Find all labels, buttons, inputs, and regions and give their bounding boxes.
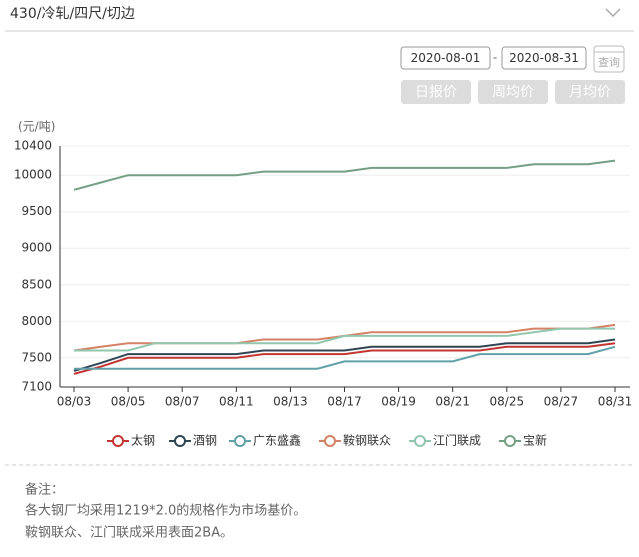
legend-label: 酒钢 [193,434,217,448]
series-line [74,345,616,370]
x-tick-label: 08/19 [381,395,416,409]
button-label: 日报价 [415,85,457,101]
legend-label: 太钢 [131,433,155,448]
view-buttons: 日报价 周均价 月均价 [401,80,625,104]
legend-item[interactable]: 宝新 [499,433,547,448]
legend-item[interactable]: 广东盛鑫 [229,433,301,448]
legend-marker [234,435,246,447]
legend-label: 广东盛鑫 [253,433,301,448]
view-button[interactable]: 日报价 [401,80,471,104]
y-tick-label: 8000 [21,314,52,328]
legend: 太钢 酒钢 广东盛鑫 鞍钢联众 江门联成 宝新 [107,433,547,448]
legend-marker [504,435,516,447]
start-date-input[interactable] [400,46,491,70]
series-line [73,338,616,372]
legend-marker [174,435,186,447]
x-tick-label: 08/11 [219,395,254,409]
view-button[interactable]: 周均价 [478,80,548,104]
x-tick-label: 08/25 [490,395,525,409]
end-date-input[interactable] [501,46,587,70]
legend-marker [112,435,124,447]
x-tick-label: 08/03 [57,395,92,409]
end-date: 2020-08-31 [509,51,579,65]
note-line: 各大钢厂均采用1219*2.0的规格作为市场基价。 [25,503,306,519]
query-button[interactable]: 查询 [593,45,625,73]
button-label: 周均价 [492,85,534,101]
x-tick-label: 08/21 [435,395,470,409]
y-tick-label: 9000 [21,241,52,255]
x-tick-label: 08/27 [544,395,579,409]
legend-item[interactable]: 酒钢 [169,434,217,448]
plot: 7100 7500 8000 8500 9000 9500 10000 10400 08/03 0… [14,139,632,409]
x-tick-label: 08/07 [165,395,200,409]
button-label: 月均价 [569,85,611,101]
legend-label: 鞍钢联众 [343,433,391,448]
x-tick-label: 08/13 [273,395,308,409]
legend-item[interactable]: 太钢 [107,433,155,448]
y-axis-label: (元/吨) [18,120,55,134]
x-tick-label: 08/17 [327,395,362,409]
notes-title: 备注： [25,482,64,498]
button-bg [401,80,471,104]
legend-marker [414,435,426,447]
x-tick-label: 08/31 [598,395,633,409]
legend-label: 江门联成 [433,433,481,448]
start-date: 2020-08-01 [411,51,481,65]
view-button[interactable]: 月均价 [555,80,625,104]
y-tick-label: 9500 [21,204,52,218]
y-tick-label: 10000 [14,168,52,182]
series-line [73,159,616,191]
y-tick-label: 10400 [14,139,52,153]
series-line [74,327,615,352]
legend-item[interactable]: 江门联成 [409,433,481,448]
button-bg [478,80,548,104]
page-title: 430/冷轧/四尺/切边 [10,6,135,22]
legend-marker [324,435,336,447]
date-separator: - [493,51,497,65]
x-tick-label: 08/05 [111,395,146,409]
collapse-icon[interactable] [605,8,621,18]
button-bg [555,80,625,104]
query-label: 查询 [598,55,620,69]
y-tick-label: 7500 [21,350,52,364]
legend-label: 宝新 [523,433,547,448]
y-tick-label: 8500 [21,277,52,291]
y-tick-label: 7100 [21,380,52,394]
legend-item[interactable]: 鞍钢联众 [319,433,391,448]
note-line: 鞍钢联众、江门联成采用表面2BA。 [25,525,233,541]
series-line [73,342,616,375]
